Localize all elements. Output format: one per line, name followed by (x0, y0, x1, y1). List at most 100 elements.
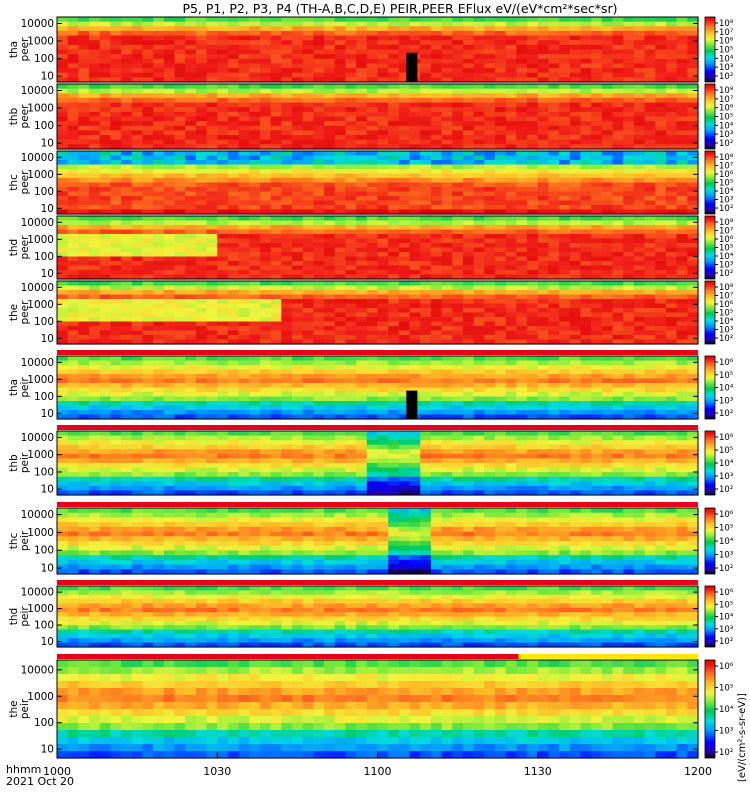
heatmap-cell (195, 40, 208, 46)
heatmap-cell (195, 247, 208, 253)
heatmap-cell (601, 182, 614, 188)
heatmap-cell (89, 54, 101, 60)
heatmap-cell (142, 234, 154, 240)
heatmap-cell (687, 294, 699, 300)
heatmap-cell (324, 35, 336, 41)
heatmap-cell (441, 365, 453, 371)
heatmap-cell (580, 30, 592, 37)
heatmap-cell (559, 317, 571, 323)
colorbar (704, 215, 716, 280)
heatmap-cell (131, 326, 144, 332)
heatmap-cell (302, 243, 314, 249)
heatmap-cell (559, 234, 571, 240)
heatmap-cell (420, 164, 432, 170)
heatmap-cell (388, 396, 400, 402)
heatmap-cell (142, 387, 154, 393)
heatmap-cell (527, 396, 539, 402)
heatmap-cell (548, 270, 560, 276)
heatmap-cell (527, 256, 539, 262)
heatmap-cell (665, 182, 678, 188)
heatmap-cell (313, 44, 325, 51)
heatmap-cell (537, 383, 550, 389)
heatmap-cell (99, 326, 112, 332)
heatmap-cell (548, 410, 560, 416)
heatmap-cell (121, 243, 133, 249)
heatmap-cell (569, 88, 582, 94)
heatmap-cell (99, 178, 112, 184)
heatmap-cell (324, 261, 336, 267)
heatmap-cell (259, 49, 272, 55)
heatmap-cell (142, 135, 154, 141)
heatmap-cell (559, 58, 571, 65)
heatmap-cell (153, 216, 165, 222)
heatmap-cell (516, 173, 528, 179)
colorbar-tick-label: 10² (719, 204, 733, 214)
heatmap-cell (334, 173, 347, 179)
heatmap-cell (495, 139, 507, 145)
heatmap-cell (142, 216, 154, 222)
heatmap-cell (345, 49, 357, 55)
heatmap-cell (409, 294, 421, 300)
heatmap-cell (516, 270, 528, 276)
heatmap-cell (388, 135, 400, 141)
heatmap-cell (292, 21, 304, 27)
heatmap-cell (527, 116, 539, 122)
heatmap-cell (238, 160, 250, 166)
heatmap-cell (366, 21, 379, 27)
heatmap-cell (548, 102, 560, 108)
heatmap-cell (462, 200, 475, 206)
heatmap-cell (612, 312, 624, 318)
heatmap-cell (388, 187, 400, 193)
heatmap-cell (430, 125, 443, 132)
heatmap-cell (644, 191, 656, 197)
heatmap-cell (591, 26, 603, 32)
heatmap-cell (623, 265, 635, 271)
heatmap-cell (377, 234, 389, 240)
heatmap-cell (217, 58, 229, 65)
heatmap-cell (206, 164, 218, 170)
heatmap-cell (559, 285, 571, 291)
heatmap-cell (302, 238, 314, 244)
heatmap-cell (217, 102, 229, 108)
heatmap-cell (270, 369, 282, 375)
heatmap-cell (676, 135, 688, 141)
heatmap-cell (377, 225, 389, 231)
heatmap-cell (67, 196, 79, 202)
heatmap-cell (644, 63, 656, 69)
heatmap-cell (580, 265, 592, 271)
heatmap-cell (676, 265, 688, 271)
heatmap-cell (601, 225, 614, 231)
heatmap-cell (249, 35, 261, 41)
colorbar-tick-label: 10⁵ (719, 179, 733, 189)
heatmap-cell (313, 225, 325, 231)
heatmap-cell (559, 401, 571, 407)
heatmap-cell (580, 116, 592, 122)
heatmap-cell (441, 410, 453, 416)
heatmap-cell (580, 225, 592, 231)
heatmap-cell (356, 401, 368, 407)
heatmap-cell (281, 261, 293, 267)
heatmap-cell (185, 58, 197, 65)
heatmap-cell (473, 383, 485, 389)
heatmap-cell (249, 312, 261, 318)
heatmap-cell (569, 49, 582, 55)
heatmap-cell (302, 321, 314, 327)
heatmap-cell (302, 144, 314, 150)
heatmap-cell (142, 88, 154, 94)
mode-bar (57, 654, 519, 659)
heatmap-cell (131, 247, 144, 253)
heatmap-cell (163, 374, 176, 380)
heatmap-cell (217, 21, 229, 27)
heatmap-cell (99, 281, 112, 287)
heatmap-cell (633, 169, 646, 175)
heatmap-cell (249, 229, 261, 235)
heatmap-cell (655, 72, 667, 78)
heatmap-cell (292, 169, 304, 175)
heatmap-cell (473, 356, 485, 362)
heatmap-cell (153, 144, 165, 150)
heatmap-cell (281, 285, 293, 291)
heatmap-cell (462, 21, 475, 27)
heatmap-cell (366, 247, 379, 253)
heatmap-cell (655, 326, 667, 332)
heatmap-cell (441, 274, 453, 280)
